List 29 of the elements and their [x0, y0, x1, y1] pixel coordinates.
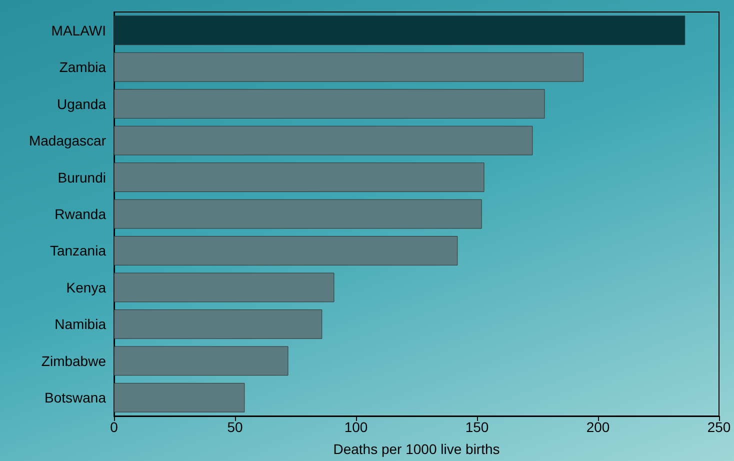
bar [114, 236, 458, 266]
x-tick-label: 100 [344, 419, 368, 435]
x-axis-title: Deaths per 1000 live births [333, 441, 500, 457]
y-tick-label: MALAWI [51, 22, 106, 38]
y-tick-label: Madagascar [28, 132, 106, 149]
x-tick-label: 50 [227, 419, 243, 435]
y-tick-label: Tanzania [50, 242, 106, 259]
y-tick-label: Namibia [54, 316, 106, 332]
x-tick-label: 200 [586, 419, 610, 435]
bar [114, 126, 533, 156]
y-tick-label: Burundi [58, 169, 106, 186]
bar [114, 52, 584, 82]
bar [114, 309, 322, 339]
bar [114, 199, 482, 229]
y-tick-label: Rwanda [54, 206, 106, 222]
y-tick-label: Zimbabwe [41, 352, 106, 369]
bar [114, 272, 334, 302]
x-tick-label: 250 [707, 419, 731, 435]
bar [114, 162, 484, 192]
y-tick-label: Uganda [56, 96, 106, 112]
y-tick-label: Kenya [66, 279, 106, 296]
x-tick-label: 150 [465, 419, 489, 435]
bar [114, 382, 245, 412]
bar [114, 89, 545, 119]
x-tick-label: 0 [110, 419, 118, 435]
bar [114, 346, 288, 376]
y-tick-label: Zambia [59, 59, 106, 76]
y-tick-label: Botswana [44, 390, 106, 406]
bar [114, 16, 686, 46]
